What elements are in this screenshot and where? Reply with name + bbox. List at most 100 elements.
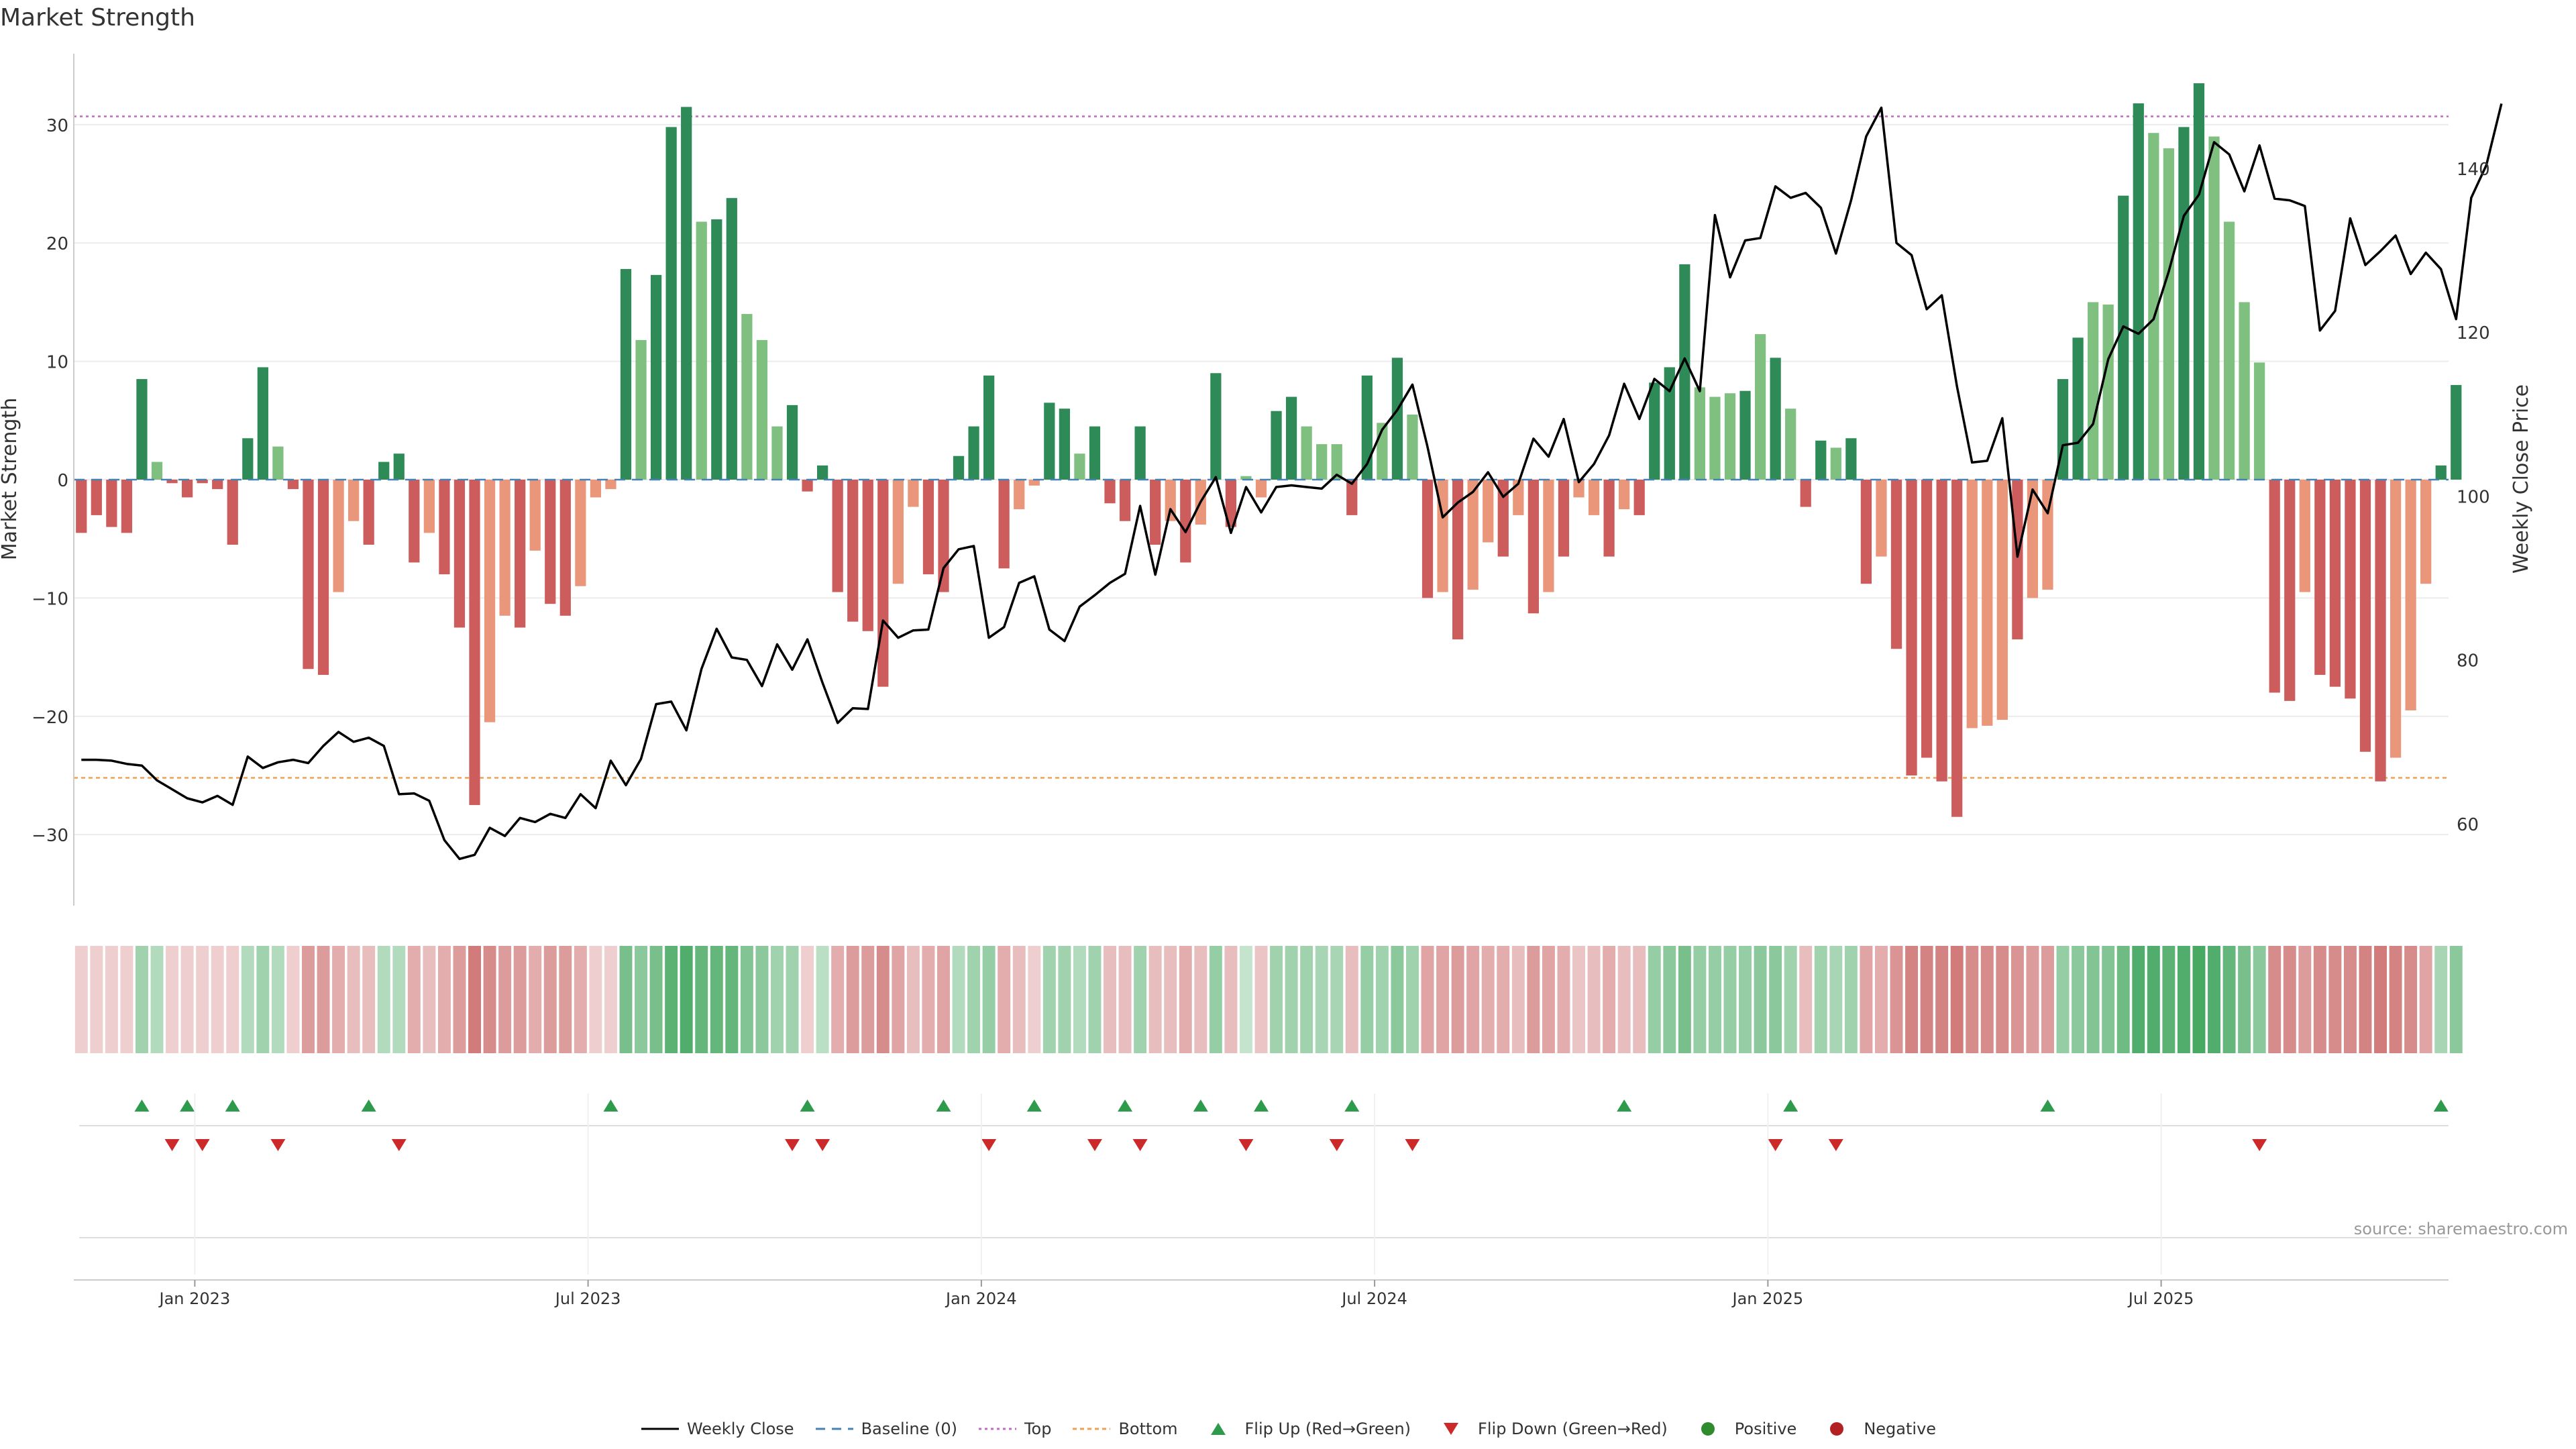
strength-bar — [590, 480, 602, 498]
heat-cell — [211, 946, 224, 1053]
strength-bar — [832, 480, 843, 592]
heat-cell — [1542, 946, 1555, 1053]
flip-down-marker — [1405, 1139, 1420, 1151]
heat-cell — [2116, 946, 2130, 1053]
strength-bar — [378, 462, 390, 480]
strength-bar — [1649, 382, 1660, 480]
legend-label: Positive — [1734, 1419, 1797, 1438]
strength-bar — [348, 480, 360, 521]
strength-bar — [1316, 444, 1328, 480]
strength-bar — [1588, 480, 1600, 515]
strength-bar — [620, 269, 632, 480]
heat-cell — [1890, 946, 1903, 1053]
strength-bar — [1285, 396, 1297, 480]
strength-bar — [363, 480, 374, 545]
strength-bar — [1845, 438, 1857, 480]
strength-bar — [287, 480, 299, 490]
heat-cell — [649, 946, 663, 1053]
heat-cell — [2010, 946, 2024, 1053]
y2-axis-label: Weekly Close Price — [2510, 384, 2533, 574]
heat-cell — [665, 946, 678, 1053]
heat-cell — [1814, 946, 1827, 1053]
heat-cell — [2102, 946, 2115, 1053]
heat-cell — [196, 946, 209, 1053]
strength-bar — [2345, 480, 2356, 699]
strength-bar — [2269, 480, 2280, 693]
heat-cell — [695, 946, 708, 1053]
flip-up-marker — [1617, 1099, 1632, 1112]
flip-down-marker — [270, 1139, 286, 1151]
strength-bar — [545, 480, 556, 604]
strength-bar — [1966, 480, 1978, 729]
heat-cell — [740, 946, 753, 1053]
strength-bar — [1996, 480, 2008, 720]
flip-down-marker — [981, 1139, 997, 1151]
heat-cell — [892, 946, 905, 1053]
legend-item: Top — [977, 1419, 1051, 1438]
x-tick-label: Jul 2025 — [2127, 1289, 2194, 1308]
heat-cell — [1451, 946, 1464, 1053]
heat-cell — [1466, 946, 1480, 1053]
legend-item: Weekly Close — [640, 1419, 794, 1438]
heat-cell — [1603, 946, 1616, 1053]
strength-bar — [771, 426, 783, 480]
strength-bar — [453, 480, 466, 628]
y-tick-label: 0 — [57, 471, 68, 491]
y-tick-label: 30 — [46, 116, 68, 136]
flip-up-marker — [2040, 1099, 2055, 1112]
legend-label: Negative — [1864, 1419, 1937, 1438]
strength-bar — [1724, 393, 1736, 480]
heat-cell — [1134, 946, 1147, 1053]
strength-bar — [1346, 480, 1358, 515]
strength-bar — [197, 480, 208, 484]
heat-cell — [1633, 946, 1646, 1053]
strength-bar — [802, 480, 813, 492]
heat-cell — [498, 946, 512, 1053]
heat-cell — [302, 946, 315, 1053]
flip-down-marker — [1828, 1139, 1843, 1151]
heat-cell — [982, 946, 996, 1053]
y-tick-label: 20 — [46, 234, 68, 254]
strength-bars — [74, 83, 2462, 817]
flip-up-marker — [1193, 1099, 1208, 1112]
heat-cell — [1239, 946, 1252, 1053]
heat-cell — [755, 946, 769, 1053]
strength-bar — [2314, 480, 2326, 676]
line-dotted-purple-icon — [978, 1428, 1016, 1430]
strength-bar — [968, 426, 979, 480]
strength-bar — [181, 480, 193, 498]
strength-bar — [816, 465, 828, 480]
heat-cell — [166, 946, 179, 1053]
strength-bar — [711, 219, 722, 480]
heat-cell — [922, 946, 935, 1053]
reference-lines — [74, 115, 2449, 779]
strength-bar — [257, 367, 268, 480]
y-tick-label: −30 — [32, 826, 68, 846]
heat-cell — [619, 946, 633, 1053]
heat-cell — [574, 946, 587, 1053]
line-dotted-orange-icon — [1073, 1428, 1111, 1430]
strength-bar — [2390, 480, 2402, 758]
heat-cell — [453, 946, 466, 1053]
strength-bar — [469, 480, 480, 806]
strength-bar — [1180, 480, 1191, 563]
y2-tick-label: 80 — [2457, 651, 2479, 672]
strength-bar — [2133, 103, 2144, 480]
heat-cell — [120, 946, 133, 1053]
strength-bar — [272, 446, 284, 480]
strength-bar — [2254, 362, 2265, 480]
heat-cell — [1481, 946, 1495, 1053]
heat-cell — [1285, 946, 1298, 1053]
strength-bar — [2284, 480, 2296, 701]
flip-down-marker — [785, 1139, 800, 1151]
heat-cell — [1527, 946, 1540, 1053]
heat-cell — [1497, 946, 1510, 1053]
strength-bar — [1543, 480, 1554, 592]
strength-bar — [91, 480, 102, 515]
legend-item: Bottom — [1071, 1419, 1178, 1438]
strength-bar — [1165, 480, 1176, 521]
heat-cell — [589, 946, 602, 1053]
heat-cell — [1739, 946, 1752, 1053]
heat-cell — [1860, 946, 1873, 1053]
